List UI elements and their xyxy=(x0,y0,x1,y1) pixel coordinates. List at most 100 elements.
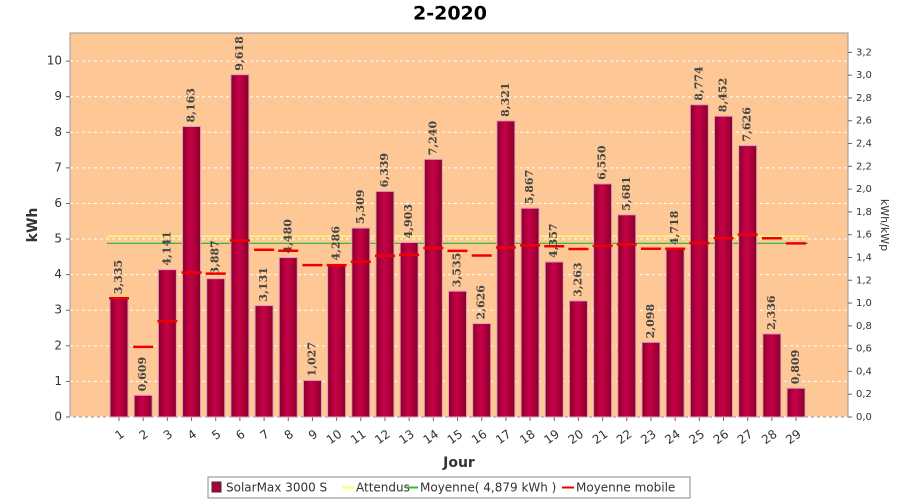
x-tick-label: 5 xyxy=(209,427,223,443)
x-tick-label: 10 xyxy=(324,427,345,447)
bar xyxy=(278,257,298,418)
value-label: 4,357 xyxy=(547,223,560,257)
y2-tick-label: 1,8 xyxy=(856,207,872,218)
x-tick-label: 12 xyxy=(372,427,393,447)
bar xyxy=(254,305,274,418)
value-label: 5,681 xyxy=(620,176,633,210)
value-label: 7,240 xyxy=(426,121,439,156)
bar xyxy=(665,248,685,418)
y2-tick-label: 1,2 xyxy=(856,275,872,286)
y-tick-label: 3 xyxy=(54,303,62,317)
value-label: 8,321 xyxy=(499,82,512,116)
value-label: 9,618 xyxy=(233,36,246,71)
bar xyxy=(423,158,443,418)
value-label: 3,535 xyxy=(451,253,464,287)
x-tick-label: 2 xyxy=(137,427,151,443)
y2-tick-label: 0,6 xyxy=(856,344,872,355)
y2-axis-label: kWh/kWp xyxy=(878,199,891,251)
bar xyxy=(230,74,250,418)
bar xyxy=(738,145,758,418)
value-label: 4,903 xyxy=(402,204,415,238)
legend-label: Attendus xyxy=(356,481,410,495)
value-label: 2,336 xyxy=(765,295,778,330)
value-label: 7,626 xyxy=(741,107,754,142)
value-label: 1,027 xyxy=(305,342,318,376)
y2-tick-label: 0,2 xyxy=(856,389,872,400)
x-tick-label: 9 xyxy=(306,427,320,443)
y2-tick-label: 2,4 xyxy=(856,139,872,150)
value-label: 4,718 xyxy=(668,210,681,245)
bar xyxy=(593,183,613,418)
y-tick-label: 1 xyxy=(54,374,62,388)
value-label: 8,163 xyxy=(185,88,198,122)
y-tick-label: 9 xyxy=(54,89,62,103)
x-tick-label: 4 xyxy=(185,427,199,443)
bar xyxy=(496,120,516,418)
y2-tick-label: 0,8 xyxy=(856,321,872,332)
x-tick-label: 24 xyxy=(662,427,683,447)
bar xyxy=(762,333,782,418)
y2-tick-label: 1,6 xyxy=(856,230,872,241)
legend-label: Moyenne( 4,879 kWh ) xyxy=(420,481,556,495)
x-tick-label: 23 xyxy=(638,427,659,447)
value-label: 4,480 xyxy=(281,219,294,254)
y2-tick-label: 1,4 xyxy=(856,252,872,263)
bar xyxy=(641,341,661,418)
bar xyxy=(133,394,153,418)
value-label: 2,098 xyxy=(644,304,657,339)
y2-tick-label: 1,0 xyxy=(856,298,872,309)
y-tick-label: 10 xyxy=(47,54,62,68)
x-tick-label: 15 xyxy=(445,427,466,447)
value-label: 3,263 xyxy=(571,262,584,296)
x-tick-label: 18 xyxy=(517,427,538,447)
bar xyxy=(302,379,322,418)
x-axis-label: Jour xyxy=(442,455,475,471)
bar xyxy=(109,297,129,418)
x-tick-label: 17 xyxy=(493,427,514,447)
y-tick-label: 7 xyxy=(54,160,62,174)
y-tick-label: 5 xyxy=(54,232,62,246)
x-tick-label: 6 xyxy=(233,427,247,443)
bar xyxy=(568,300,588,418)
legend xyxy=(207,476,691,499)
x-tick-label: 3 xyxy=(161,427,175,443)
value-label: 6,550 xyxy=(596,145,609,180)
legend-label: Moyenne mobile xyxy=(576,481,675,495)
bar xyxy=(472,323,492,418)
y2-tick-label: 3,0 xyxy=(856,70,872,81)
value-label: 6,339 xyxy=(378,153,391,187)
y2-tick-label: 0,4 xyxy=(856,366,872,377)
x-tick-label: 26 xyxy=(711,427,732,447)
x-tick-label: 22 xyxy=(614,427,635,447)
x-tick-label: 29 xyxy=(783,427,804,447)
y-axis-label: kWh xyxy=(25,208,41,243)
y2-tick-label: 3,2 xyxy=(856,47,872,58)
y2-tick-label: 0,0 xyxy=(856,412,872,423)
bar xyxy=(617,214,637,418)
value-label: 4,141 xyxy=(160,231,173,265)
x-tick-label: 1 xyxy=(112,427,126,443)
x-tick-label: 16 xyxy=(469,427,490,447)
x-tick-label: 20 xyxy=(566,427,587,447)
y2-tick-label: 2,8 xyxy=(856,93,872,104)
bar xyxy=(689,104,709,418)
value-label: 8,452 xyxy=(717,78,730,112)
value-label: 5,309 xyxy=(354,190,367,224)
x-tick-label: 14 xyxy=(421,427,442,447)
x-tick-label: 27 xyxy=(735,427,756,447)
y-tick-label: 2 xyxy=(54,338,62,352)
value-label: 3,131 xyxy=(257,267,270,301)
x-tick-label: 19 xyxy=(541,427,562,447)
value-label: 4,286 xyxy=(330,226,343,261)
bar xyxy=(544,261,564,418)
value-label: 0,809 xyxy=(789,350,802,384)
bar xyxy=(786,387,806,418)
bar xyxy=(351,227,371,418)
y-tick-label: 0 xyxy=(54,410,62,424)
y2-tick-label: 2,6 xyxy=(856,116,872,127)
chart-title: 2-2020 xyxy=(413,3,487,25)
x-tick-label: 28 xyxy=(759,427,780,447)
bar xyxy=(448,290,468,418)
